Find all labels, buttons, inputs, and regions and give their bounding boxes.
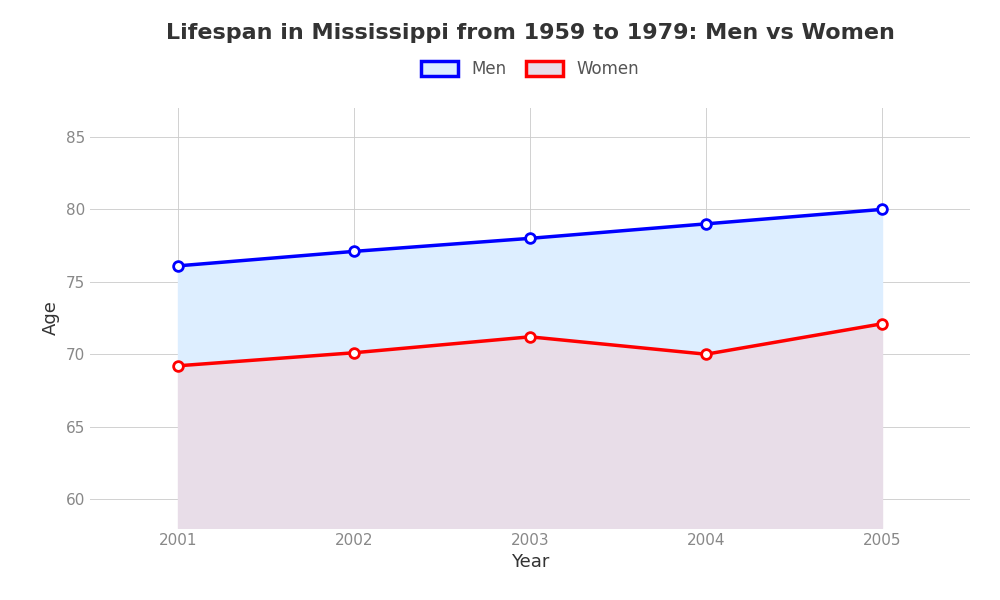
X-axis label: Year: Year — [511, 553, 549, 571]
Line: Men: Men — [173, 205, 887, 271]
Women — [700, 350, 712, 358]
Men — [348, 248, 360, 255]
Legend: Men, Women: Men, Women — [414, 53, 646, 85]
Women — [524, 333, 536, 340]
Women — [348, 349, 360, 356]
Title: Lifespan in Mississippi from 1959 to 1979: Men vs Women: Lifespan in Mississippi from 1959 to 197… — [166, 23, 894, 43]
Men — [524, 235, 536, 242]
Men — [172, 262, 184, 269]
Women — [172, 362, 184, 370]
Men — [876, 206, 888, 213]
Y-axis label: Age: Age — [42, 301, 60, 335]
Men — [700, 220, 712, 227]
Line: Women: Women — [173, 319, 887, 371]
Women — [876, 320, 888, 328]
